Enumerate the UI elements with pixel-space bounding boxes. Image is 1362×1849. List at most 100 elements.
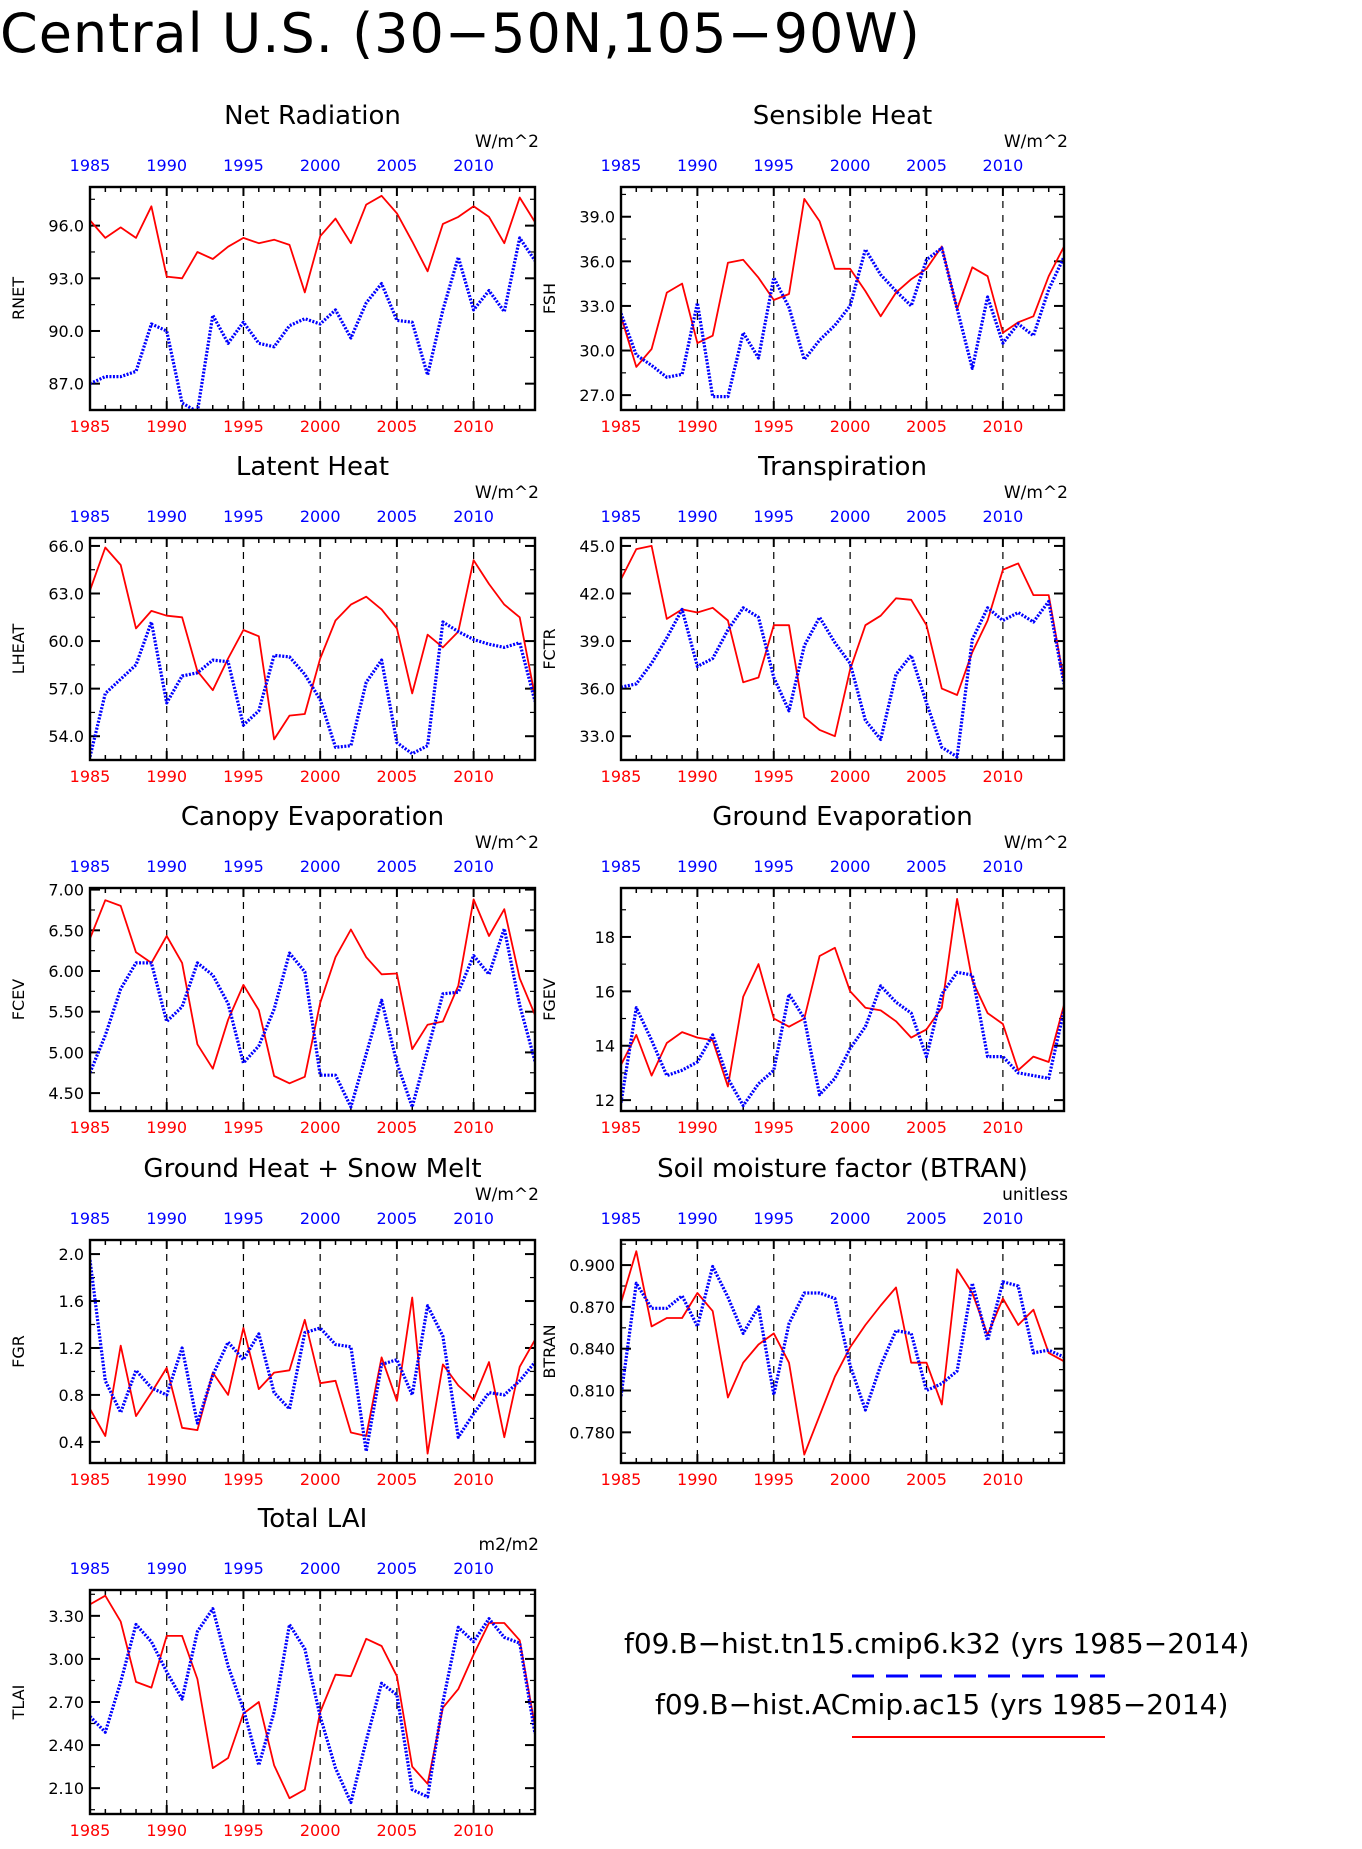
x-tick-label-top: 1990	[677, 156, 718, 175]
x-tick-label-bottom: 1990	[677, 1118, 718, 1137]
x-tick-label-top: 1985	[70, 857, 111, 876]
x-tick-label-bottom: 2005	[377, 767, 418, 786]
x-tick-label-bottom: 2000	[830, 417, 871, 436]
series-line-red	[90, 898, 535, 1085]
x-tick-label-bottom: 2000	[300, 1470, 341, 1489]
x-tick-label-top: 2010	[983, 156, 1024, 175]
y-tick-label: 39.0	[579, 208, 615, 227]
x-tick-label-top: 1995	[223, 1559, 264, 1578]
x-tick-label-top: 2005	[906, 857, 947, 876]
series-line-blue	[621, 599, 1064, 759]
x-tick-label-top: 2000	[300, 507, 341, 526]
x-tick-label-top: 2005	[377, 507, 418, 526]
x-tick-label-top: 1995	[753, 507, 794, 526]
x-tick-label-top: 1985	[70, 156, 111, 175]
x-tick-label-bottom: 2010	[453, 417, 494, 436]
x-tick-label-top: 1995	[223, 1209, 264, 1228]
series-line-red	[621, 197, 1064, 368]
y-tick-label: 3.00	[48, 1650, 84, 1669]
x-tick-label-top: 1990	[146, 1209, 187, 1228]
series-line-blue	[621, 1264, 1064, 1412]
x-tick-label-bottom: 2005	[906, 417, 947, 436]
plot-frame	[619, 185, 1066, 412]
chart-title: Latent Heat	[236, 452, 389, 482]
page-title: Central U.S. (30−50N,105−90W)	[0, 2, 921, 65]
units-label: W/m^2	[1004, 132, 1068, 152]
x-tick-label-top: 1995	[753, 156, 794, 175]
series-line-red	[90, 1296, 535, 1455]
x-tick-label-top: 1985	[70, 507, 111, 526]
chart-title: Total LAI	[257, 1504, 368, 1534]
x-tick-label-bottom: 1990	[146, 417, 187, 436]
x-tick-label-bottom: 1990	[146, 1470, 187, 1489]
series-line-blue	[90, 236, 535, 410]
x-tick-label-bottom: 1995	[223, 767, 264, 786]
x-tick-label-top: 2010	[453, 1559, 494, 1578]
chart-latent-heat: Latent Heat W/m^2 LHEAT 1985 1985 1990 1990 199…	[9, 452, 539, 786]
x-tick-label-bottom: 2005	[906, 1118, 947, 1137]
x-tick-label-top: 1995	[223, 857, 264, 876]
x-tick-label-bottom: 1985	[70, 1821, 111, 1840]
y-tick-label: 2.0	[59, 1245, 84, 1264]
x-tick-label-top: 2000	[300, 1559, 341, 1578]
x-tick-label-top: 2010	[453, 156, 494, 175]
series-line-blue	[90, 1607, 535, 1805]
legend-label-acmip: f09.B−hist.ACmip.ac15 (yrs 1985−2014)	[655, 1688, 1229, 1721]
x-tick-label-top: 1995	[753, 857, 794, 876]
y-tick-label: 0.4	[59, 1433, 84, 1452]
x-tick-label-bottom: 2000	[830, 1470, 871, 1489]
x-tick-label-top: 2010	[453, 507, 494, 526]
chart-soil-moisture-factor-btran: Soil moisture factor (BTRAN)unitless BTRA…	[540, 1154, 1068, 1489]
y-tick-label: 30.0	[579, 342, 615, 361]
x-tick-label-top: 1990	[146, 857, 187, 876]
x-tick-label-top: 2010	[983, 1209, 1024, 1228]
x-tick-label-bottom: 1985	[601, 1470, 642, 1489]
x-tick-label-bottom: 2010	[983, 417, 1024, 436]
x-tick-label-bottom: 1995	[753, 417, 794, 436]
plot-frame	[88, 1588, 537, 1816]
x-tick-label-top: 1990	[146, 156, 187, 175]
x-tick-label-top: 1990	[677, 1209, 718, 1228]
y-tick-label: 4.50	[48, 1084, 84, 1103]
x-tick-label-top: 2000	[830, 1209, 871, 1228]
x-tick-label-bottom: 1985	[70, 417, 111, 436]
x-tick-label-bottom: 2005	[906, 1470, 947, 1489]
x-tick-label-top: 1995	[753, 1209, 794, 1228]
x-tick-label-top: 1990	[677, 507, 718, 526]
x-tick-label-top: 1985	[601, 507, 642, 526]
y-tick-label: 45.0	[579, 537, 615, 556]
y-tick-label: 16	[595, 982, 615, 1001]
y-tick-label: 33.0	[579, 727, 615, 746]
series-line-blue	[621, 246, 1064, 399]
x-tick-label-top: 1985	[601, 1209, 642, 1228]
y-tick-label: 7.00	[48, 881, 84, 900]
x-tick-label-top: 1985	[601, 857, 642, 876]
x-tick-label-bottom: 1995	[223, 1470, 264, 1489]
series-line-red	[621, 898, 1064, 1088]
series-line-red	[90, 194, 535, 294]
x-tick-label-bottom: 1990	[146, 1118, 187, 1137]
y-tick-label: 96.0	[48, 217, 84, 236]
y-axis-label: FCEV	[9, 979, 28, 1020]
x-tick-label-top: 1995	[223, 156, 264, 175]
x-tick-label-top: 2005	[906, 1209, 947, 1228]
units-label: W/m^2	[475, 483, 539, 503]
x-tick-label-bottom: 2005	[377, 1118, 418, 1137]
y-tick-label: 57.0	[48, 680, 84, 699]
x-tick-label-top: 2005	[377, 1559, 418, 1578]
x-tick-label-bottom: 2010	[453, 1118, 494, 1137]
y-tick-label: 36.0	[579, 252, 615, 271]
chart-transpiration: Transpiration W/m^2 FCTR 1985 1985 1990 1990 19…	[540, 452, 1068, 786]
y-axis-label: FGEV	[540, 978, 559, 1021]
plot-frame	[619, 1238, 1066, 1465]
y-tick-label: 1.6	[59, 1292, 84, 1311]
y-axis-label: LHEAT	[9, 624, 28, 675]
chart-title: Ground Heat + Snow Melt	[143, 1154, 481, 1184]
x-tick-label-bottom: 1985	[601, 417, 642, 436]
y-axis-label: RNET	[9, 277, 28, 320]
x-tick-label-bottom: 2010	[983, 767, 1024, 786]
x-tick-label-bottom: 2000	[300, 767, 341, 786]
units-label: W/m^2	[475, 833, 539, 853]
